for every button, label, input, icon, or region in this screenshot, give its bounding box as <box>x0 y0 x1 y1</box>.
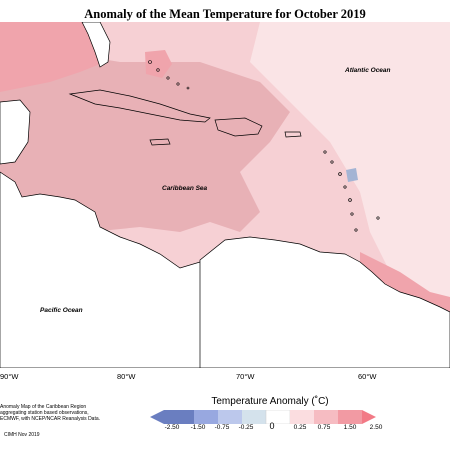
legend-colorbar <box>150 410 376 424</box>
legend-tick: -1.50 <box>190 424 206 431</box>
legend-tick: 0 <box>269 421 275 431</box>
longitude-label-90w: 90°W <box>0 372 19 381</box>
legend-tick: -2.50 <box>164 424 180 431</box>
moderate-warm-region <box>0 42 290 237</box>
footer-notes: Anomaly Map of the Caribbean Region aggr… <box>0 404 100 422</box>
legend-arrow-left <box>150 410 164 424</box>
bahamas-islands <box>148 60 190 90</box>
land-florida <box>81 22 111 68</box>
cool-patch-antilles <box>346 168 358 182</box>
legend-tick: 2.50 <box>369 424 383 431</box>
legend-tick: 0.25 <box>293 424 307 431</box>
legend-title: Temperature Anomaly (˚C) <box>211 396 329 407</box>
map-title: Anomaly of the Mean Temperature for Octo… <box>84 7 366 21</box>
legend-swatch <box>194 410 218 424</box>
legend-swatch <box>218 410 242 424</box>
strong-warm-bahamas <box>145 50 172 78</box>
footer-line: ECMWF, with NCEP/NCAR Reanalysis Data. <box>0 416 101 422</box>
lesser-antilles <box>323 150 380 232</box>
credit-text: CIMH Nov 2019 <box>4 432 40 438</box>
footer-line: aggregating station based observations, <box>0 410 89 416</box>
legend-arrow-right <box>362 410 376 424</box>
legend-tick: -0.75 <box>214 424 230 431</box>
pacific-ocean-label: Pacific Ocean <box>40 307 83 314</box>
legend-swatch <box>290 410 314 424</box>
longitude-label-70w: 70°W <box>236 372 255 381</box>
land-yucatan <box>0 99 31 165</box>
legend-swatch <box>314 410 338 424</box>
legend-tick: 0.75 <box>317 424 331 431</box>
legend-swatch <box>242 410 266 424</box>
atlantic-ocean-label: Atlantic Ocean <box>344 67 391 74</box>
land-jamaica <box>149 138 171 146</box>
legend-swatch <box>338 410 362 424</box>
strong-warm-northwest <box>0 22 110 92</box>
longitude-label-60w: 60°W <box>358 372 377 381</box>
legend-tick: 1.50 <box>343 424 357 431</box>
land-south-america <box>199 236 450 368</box>
caribbean-sea-label: Caribbean Sea <box>162 185 208 192</box>
land-cuba <box>68 89 211 123</box>
land-puerto-rico <box>284 131 302 138</box>
footer-line: Anomaly Map of the Caribbean Region <box>0 404 87 410</box>
longitude-label-80w: 80°W <box>117 372 136 381</box>
anomaly-map: Atlantic Ocean Caribbean Sea Pacific Oce… <box>0 22 450 368</box>
faint-warm-region <box>250 22 450 352</box>
legend-swatch <box>164 410 194 424</box>
legend-tick: -0.25 <box>238 424 254 431</box>
land-hispaniola <box>214 117 263 137</box>
